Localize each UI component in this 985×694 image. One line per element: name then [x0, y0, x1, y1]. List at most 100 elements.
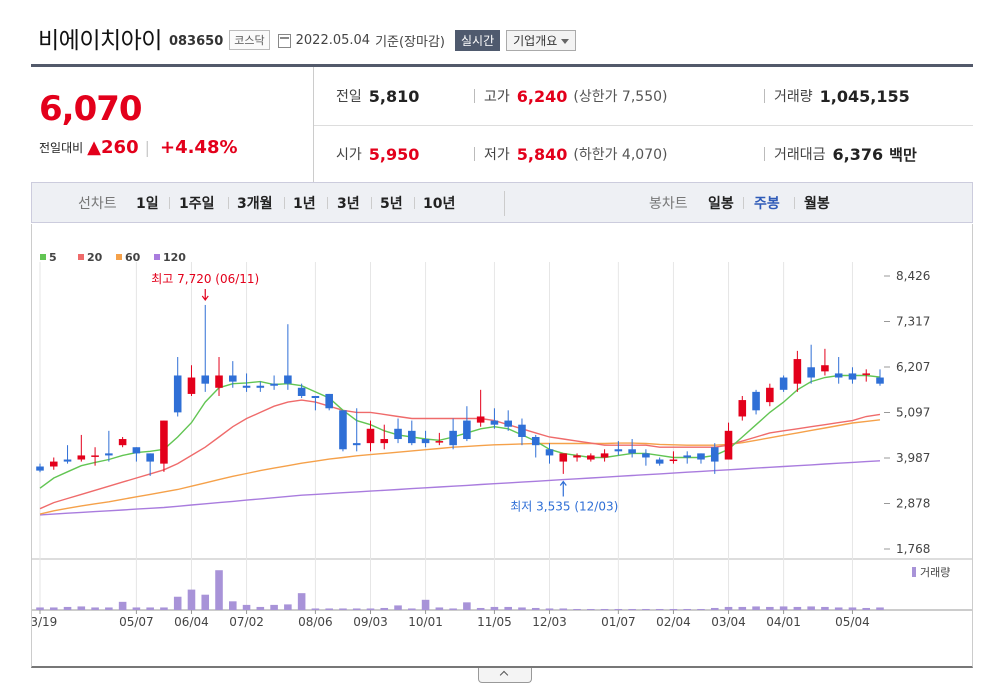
volume-bar [779, 606, 788, 610]
candle [779, 377, 788, 390]
volume-bar [738, 606, 747, 610]
candle [531, 436, 540, 446]
volume-bar [394, 605, 402, 610]
y-tick-label: 7,317 [896, 315, 930, 329]
candle [697, 453, 705, 460]
arrow-down-icon [201, 288, 209, 301]
candle [160, 420, 168, 464]
divider [764, 89, 765, 103]
candle [600, 453, 609, 458]
candle [311, 395, 320, 399]
candle [655, 459, 664, 464]
realtime-button[interactable]: 실시간 [455, 29, 501, 51]
volume-bar [49, 607, 58, 610]
candle [91, 455, 99, 457]
company-overview-button[interactable]: 기업개요 [506, 29, 577, 51]
amount-value: 6,376 [832, 144, 884, 164]
low-label: 저가 [484, 147, 510, 163]
volume-bar [160, 607, 168, 610]
volume-bar [600, 608, 609, 610]
candle-chart-label: 봉차트 [649, 196, 688, 212]
candlestick-chart[interactable]: 8,426 7,317 6,207 5,097 3,987 2,878 1,768 03/19… [23, 224, 972, 666]
tab-1y[interactable]: 1년 [293, 196, 316, 212]
candle [683, 455, 691, 458]
amount-cell: 거래대금 6,376 백만 [774, 144, 917, 165]
tab-3m[interactable]: 3개월 [237, 196, 273, 212]
volume-bar [63, 606, 72, 610]
volume-bar [752, 606, 760, 610]
volume-bar [710, 607, 719, 610]
amount-label: 거래대금 [774, 147, 826, 163]
volume-bar [256, 606, 265, 610]
change-value: ▲260 [87, 137, 138, 158]
volume-bar [449, 608, 457, 610]
candle [325, 393, 333, 409]
legend-swatch [154, 254, 160, 260]
volume-bar [490, 606, 499, 610]
tab-10y[interactable]: 10년 [423, 196, 456, 212]
x-tick-label: 03/19 [32, 615, 57, 629]
divider [228, 197, 229, 209]
tab-3y[interactable]: 3년 [337, 196, 360, 212]
x-tick-label: 10/01 [408, 615, 443, 629]
candle [256, 385, 265, 388]
divider [743, 197, 744, 209]
divider [474, 147, 475, 161]
volume-bar [848, 607, 857, 610]
candle [834, 373, 843, 378]
volume-bar [463, 602, 471, 610]
ma120-line [39, 460, 881, 516]
volume-bar [118, 601, 127, 610]
candle [118, 439, 127, 446]
candle [490, 420, 499, 425]
candle [366, 428, 375, 444]
divider [764, 147, 765, 161]
open-label: 시가 [336, 147, 362, 163]
tab-1d[interactable]: 1일 [136, 196, 159, 212]
volume-label: 거래량 [774, 89, 813, 105]
candle [394, 428, 402, 440]
volume-value: 1,045,155 [819, 86, 910, 106]
candle [807, 367, 815, 378]
candle [504, 420, 512, 427]
volume-bar [821, 606, 829, 610]
tab-daily[interactable]: 일봉 [708, 196, 734, 212]
candle [297, 387, 306, 396]
volume-label: 거래량 [920, 566, 950, 579]
collapse-toggle[interactable] [478, 668, 532, 683]
candle [173, 375, 182, 413]
candle [146, 453, 154, 462]
tab-1w[interactable]: 1주일 [179, 196, 215, 212]
divider: | [144, 138, 150, 157]
quote-row-1: 전일 5,810 고가 6,240 (상한가 7,550) 거래량 1,045,155 [314, 67, 973, 126]
candle [201, 375, 210, 384]
tab-monthly[interactable]: 월봉 [804, 196, 830, 212]
high-label: 고가 [484, 89, 510, 105]
tab-weekly[interactable]: 주봉 [754, 196, 780, 212]
legend-swatch [40, 254, 46, 260]
candle [77, 455, 86, 460]
volume-bar [504, 606, 512, 610]
quote-basis: 기준(장마감) [375, 34, 446, 50]
candle [339, 410, 347, 450]
stock-name: 비에이치아이 [38, 28, 162, 54]
company-overview-label: 기업개요 [513, 33, 558, 48]
line-chart-label: 선차트 [78, 196, 117, 212]
x-tick-label: 07/02 [229, 615, 264, 629]
divider [327, 197, 328, 209]
volume-bar [201, 594, 210, 610]
tab-5y[interactable]: 5년 [380, 196, 403, 212]
volume-bar [229, 601, 237, 610]
candle [284, 375, 292, 384]
up-triangle-icon: ▲ [87, 137, 102, 158]
stock-code: 083650 [168, 33, 224, 49]
prev-close-cell: 전일 5,810 [336, 86, 419, 106]
candle [724, 430, 733, 460]
candle [793, 359, 802, 384]
divider [794, 197, 795, 209]
candle [738, 400, 747, 417]
volume-bar [187, 589, 196, 610]
volume-bar [697, 608, 705, 610]
candle [449, 430, 457, 446]
quote-panel: 6,070 전일대비 ▲260 | +4.48% 전일 5,810 고가 6,240… [31, 64, 973, 185]
